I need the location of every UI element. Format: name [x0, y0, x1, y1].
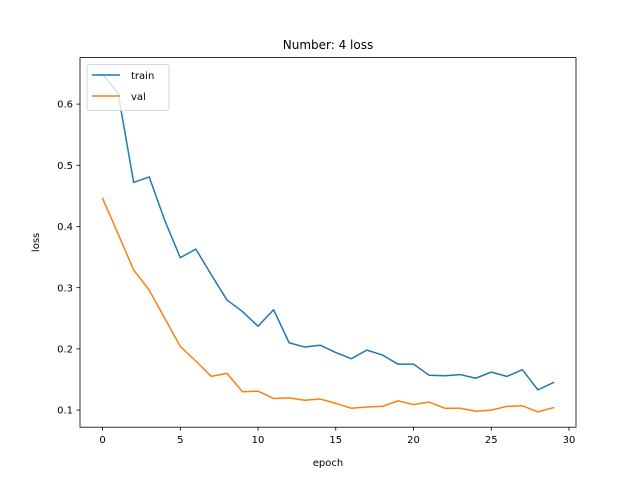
x-axis: 0 5 10 15 20 25 30 [99, 427, 575, 446]
series-layer [101, 73, 555, 413]
y-tick-label: 0.3 [57, 283, 73, 294]
x-tick-label: 25 [485, 435, 498, 446]
x-tick-label: 0 [99, 435, 105, 446]
series-line-val [101, 197, 555, 413]
plot-frame [79, 57, 577, 428]
y-tick-label: 0.4 [57, 222, 73, 233]
legend-box [86, 64, 170, 111]
x-tick-label: 15 [329, 435, 342, 446]
x-tick-label: 5 [177, 435, 183, 446]
legend-label-train: train [131, 71, 154, 82]
y-tick-label: 0.6 [57, 100, 73, 111]
y-tick-label: 0.1 [57, 406, 73, 417]
y-axis: 0.1 0.2 0.3 0.4 0.5 0.6 [57, 100, 80, 417]
y-tick-label: 0.2 [57, 344, 73, 355]
legend-label-val: val [131, 92, 146, 103]
y-tick-label: 0.5 [57, 161, 73, 172]
x-tick-label: 10 [252, 435, 265, 446]
chart-title: Number: 4 loss [283, 38, 373, 52]
x-axis-label: epoch [313, 458, 343, 469]
x-tick-label: 20 [407, 435, 420, 446]
y-axis-label: loss [31, 233, 42, 252]
series-line-train [101, 73, 555, 391]
legend: train val [86, 64, 170, 111]
x-tick-label: 30 [563, 435, 576, 446]
